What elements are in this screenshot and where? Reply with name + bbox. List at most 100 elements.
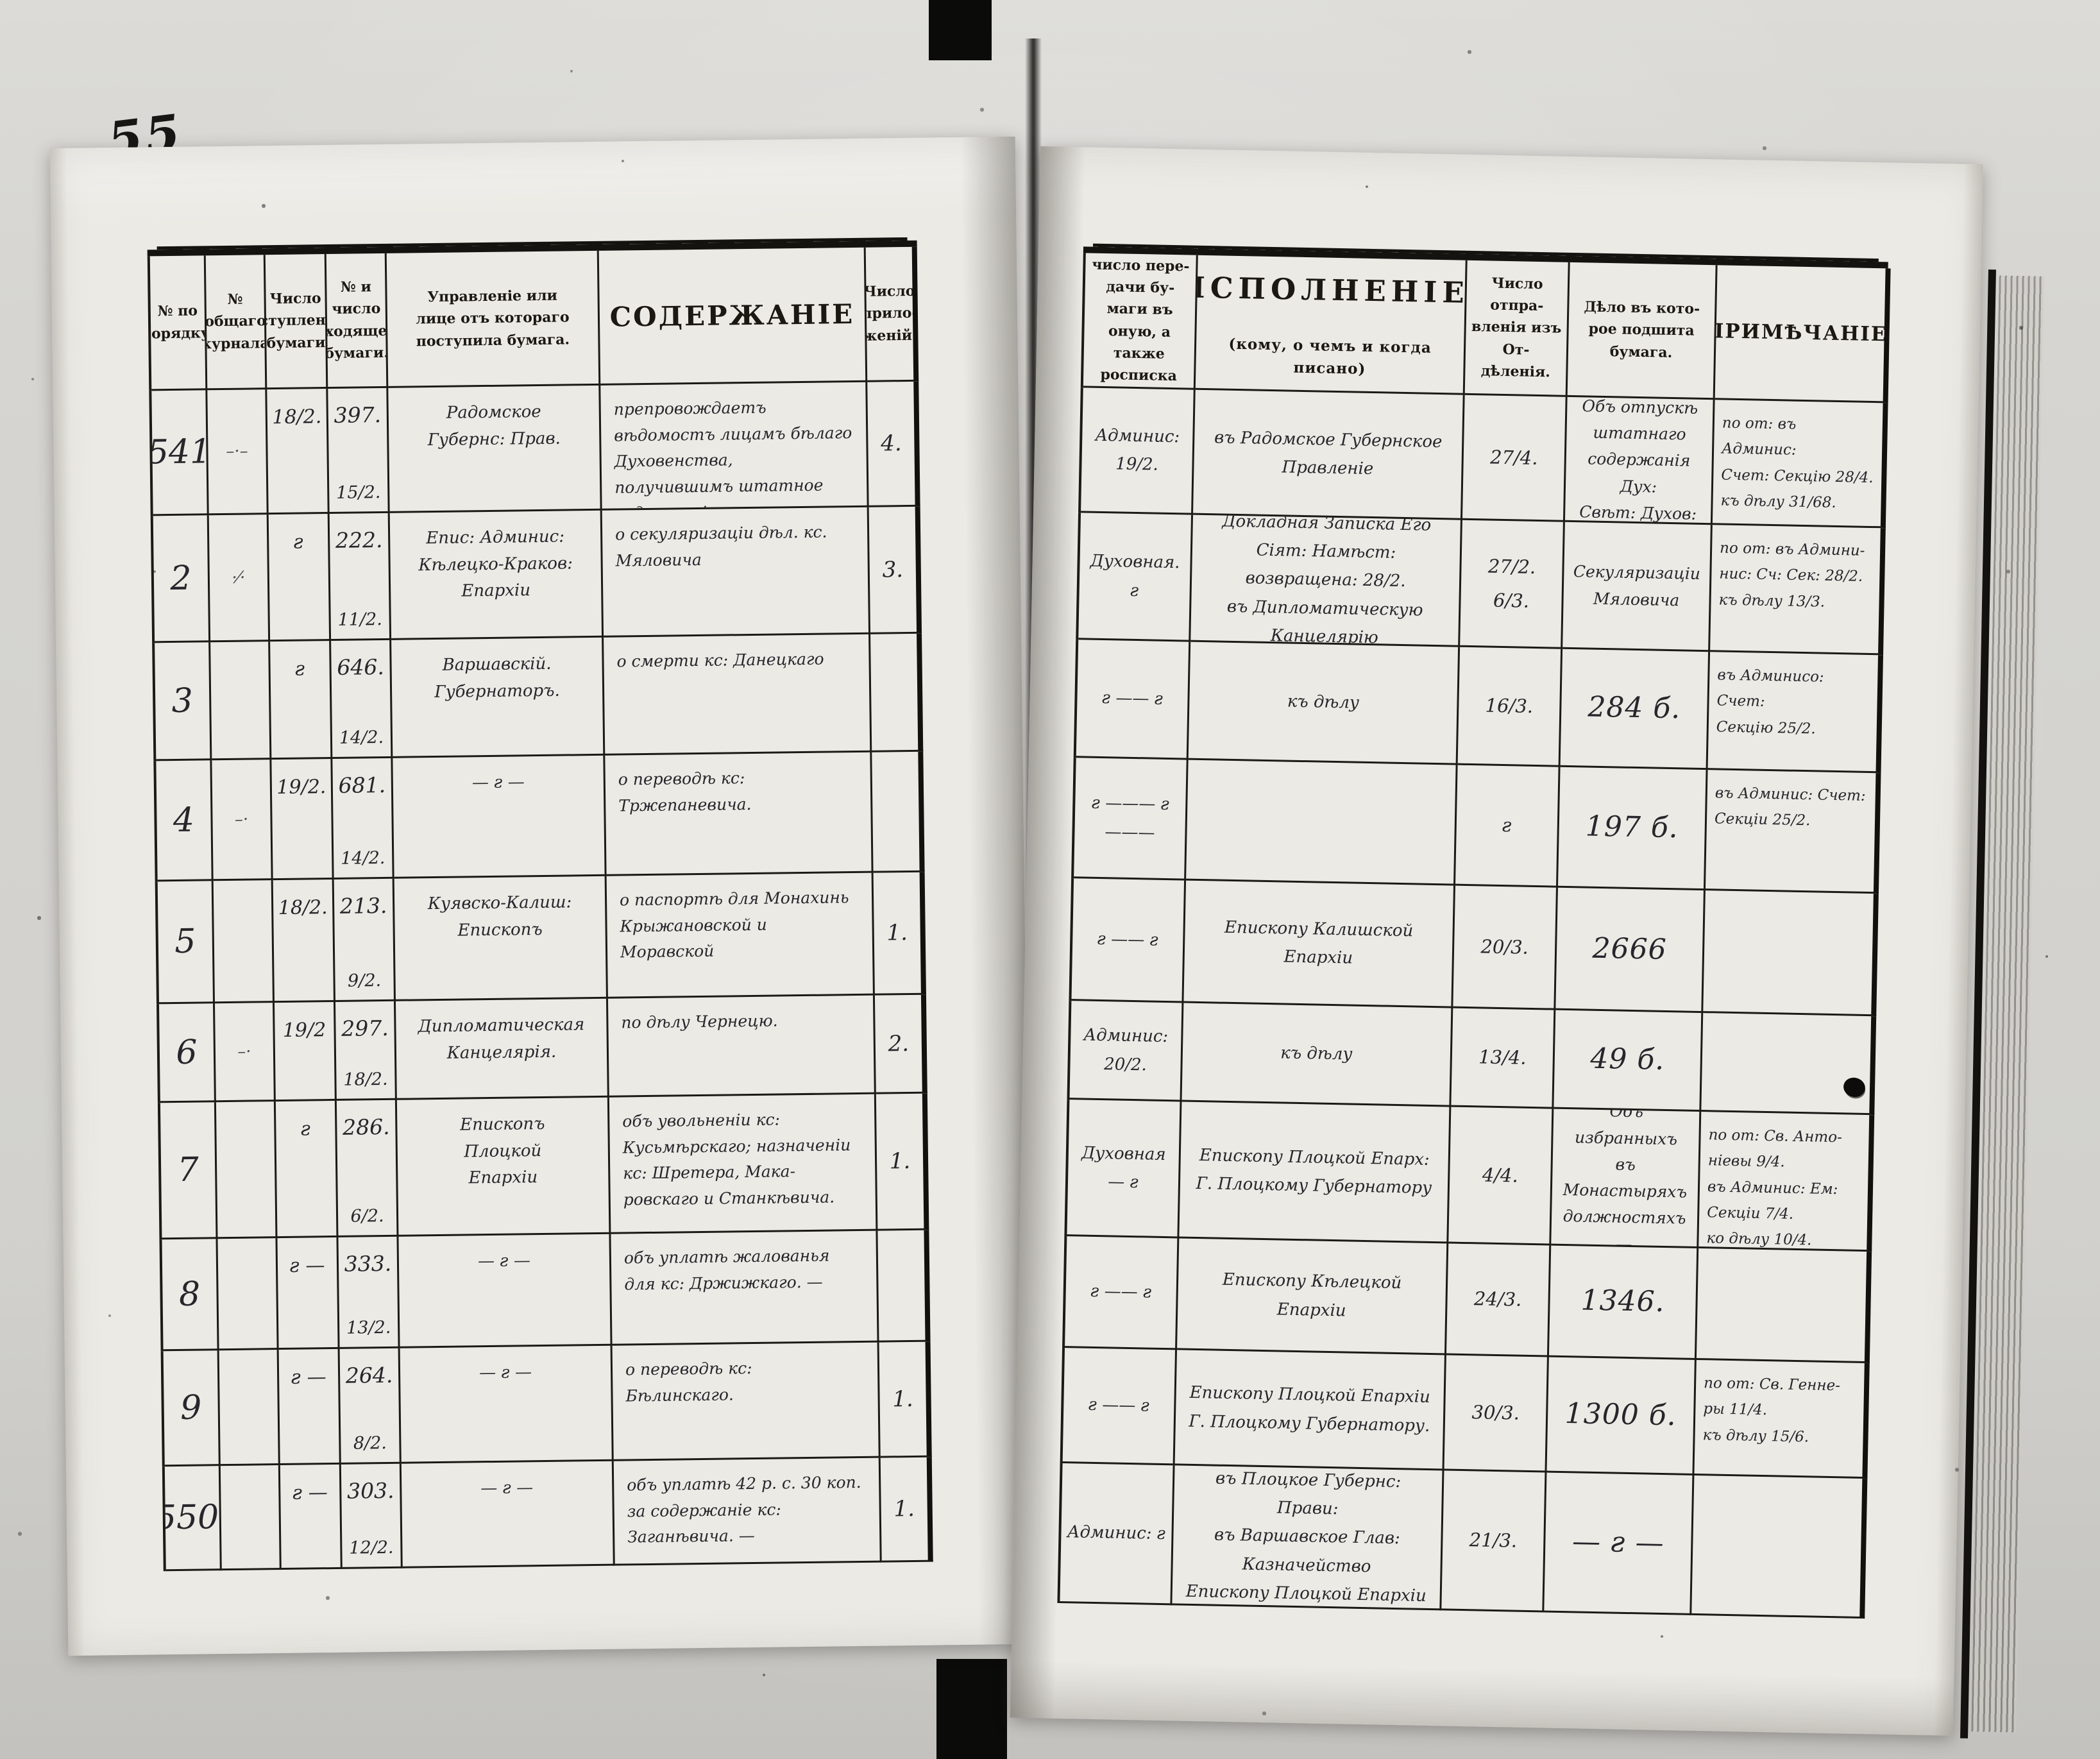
cell-remark: по от: Св. Генне­ры 11/4. къ дѣлу 15/6. bbox=[1694, 1359, 1870, 1479]
cell-journal-mark: –· bbox=[215, 1003, 276, 1103]
cell-date-received: 19/2. bbox=[271, 758, 334, 881]
cell-date-received: 18/2. bbox=[273, 879, 335, 1003]
cell-attachments: 4. bbox=[867, 381, 920, 507]
register-row: ƨ —— ƨ Епископу Калишской Епархіи 20/3. … bbox=[1069, 878, 1879, 1017]
cell-content: о смерти кс: Данецкаго bbox=[604, 634, 872, 756]
doc-number: 286. bbox=[342, 1114, 390, 1140]
cell-journal-mark bbox=[220, 1465, 282, 1571]
cell-attachments: 1. bbox=[876, 1093, 929, 1231]
cell-dispatch-date: 27/2. 6/3. bbox=[1460, 520, 1565, 649]
cell-sender: Дипломатическая Канцелярія. bbox=[395, 998, 609, 1100]
cell-date-received: 18/2. bbox=[267, 389, 330, 515]
cell-section: ƨ —— ƨ bbox=[1071, 878, 1187, 1003]
col-header-order-number: № по порядку. bbox=[149, 255, 208, 391]
cell-file: 49 б. bbox=[1554, 1010, 1704, 1112]
cell-order-number: 4 bbox=[156, 760, 214, 882]
doc-date: 18/2. bbox=[343, 1069, 388, 1090]
cell-file: Секуляризаціи Мяловича bbox=[1562, 522, 1713, 652]
cell-dispatch-date: 16/3. bbox=[1457, 647, 1563, 767]
cell-order-number: 550. bbox=[164, 1466, 222, 1572]
cell-remark: въ Админисо: Счет: Секцію 25/2. bbox=[1707, 652, 1884, 774]
cell-date-received: ƨ — bbox=[280, 1464, 343, 1570]
cell-sender: Куявско-Калиш: Епископъ bbox=[394, 876, 608, 1001]
cell-file: 1300 б. bbox=[1546, 1357, 1697, 1475]
cell-incoming-number: 646. 14/2. bbox=[331, 640, 393, 759]
book-fore-edge bbox=[1971, 275, 2044, 1733]
cell-incoming-number: 303. 12/2. bbox=[341, 1463, 403, 1569]
cell-order-number: 3 bbox=[155, 642, 212, 761]
cell-content: препровождаетъ вѣдомостъ лицамъ бѣлаго Д… bbox=[600, 382, 869, 511]
register-row: Админис: 20/2. къ дѣлу 13/4. 49 б. bbox=[1067, 1001, 1877, 1116]
cell-date-received: ƨ bbox=[268, 513, 332, 642]
register-row: 550. ƨ — 303. 12/2. — ƨ — объ уплатѣ 42 р… bbox=[162, 1457, 933, 1572]
cell-execution bbox=[1186, 760, 1458, 886]
register-row: ƨ —— ƨ Епископу Плоцкой Епархіи Г. Плоцк… bbox=[1060, 1347, 1870, 1479]
cell-journal-mark: –·– bbox=[207, 389, 269, 516]
cell-incoming-number: 264. 8/2. bbox=[339, 1348, 402, 1465]
register-row: 7 ƨ 286. 6/2. Епископъ Плоцкой Епархіи об… bbox=[157, 1093, 929, 1240]
left-page: № по порядку. № общаго журнала. Число вс… bbox=[49, 136, 1034, 1656]
register-row: Админис: 19/2. въ Радомское Губернское П… bbox=[1078, 387, 1888, 529]
cell-date-received: ƨ — bbox=[278, 1348, 341, 1466]
cell-remark bbox=[1691, 1475, 1868, 1619]
doc-number: 681. bbox=[338, 772, 386, 798]
cell-sender: Варшавскій. Губернаторъ. bbox=[391, 637, 605, 758]
cell-execution: Епископу Плоцкой Епархіи Г. Плоцкому Губ… bbox=[1174, 1350, 1446, 1471]
doc-date: 14/2. bbox=[340, 847, 385, 869]
cell-order-number: 2 bbox=[153, 515, 211, 643]
cell-section: Админис: 20/2. bbox=[1069, 1001, 1184, 1102]
cell-date-received: ƨ — bbox=[277, 1237, 340, 1350]
doc-date: 12/2. bbox=[349, 1537, 394, 1558]
cell-attachments: 1. bbox=[873, 872, 926, 996]
cell-remark: по от: въ Админис: Счет: Секцію 28/4. къ… bbox=[1712, 400, 1888, 529]
cell-incoming-number: 213. 9/2. bbox=[334, 878, 396, 1002]
cell-order-number: 541 bbox=[151, 390, 209, 516]
cell-content: о переводѣ кс: Тржепаневича. bbox=[605, 752, 874, 876]
cell-sender: Епис: Админис: Кѣлецко-Краков: Епархіи bbox=[389, 510, 604, 640]
cell-order-number: 9 bbox=[163, 1350, 221, 1467]
cell-dispatch-date: 20/3. bbox=[1453, 885, 1558, 1010]
col-header-attachments: Число прило- женій. bbox=[865, 246, 919, 382]
cell-section: Админис: ƨ bbox=[1060, 1463, 1175, 1606]
cell-section: Духовная. ƨ bbox=[1078, 513, 1194, 642]
register-row: ƨ —— ƨ Епископу Кѣлецкой Епархіи 24/3. 1… bbox=[1062, 1236, 1872, 1364]
doc-date: 15/2. bbox=[335, 482, 381, 503]
doc-number: 213. bbox=[339, 892, 387, 919]
doc-number: 222. bbox=[335, 527, 383, 553]
cell-content: объ увольненіи кс: Кусьмѣрскаго; назначе… bbox=[609, 1094, 878, 1234]
cell-content: объ уплатѣ 42 р. с. 30 коп. за со­держан… bbox=[613, 1457, 882, 1566]
cell-sender: — ƨ — bbox=[400, 1345, 614, 1464]
cell-journal-mark bbox=[219, 1350, 280, 1466]
cell-file: Объ избранныхъ въ Монастыряхъ должностях… bbox=[1551, 1109, 1702, 1249]
cell-remark bbox=[1701, 1013, 1877, 1116]
col-header-file: Дѣло въ кото- рое подшита бумага. bbox=[1567, 262, 1718, 400]
col-header-general-journal: № общаго журнала. bbox=[205, 255, 267, 391]
cell-remark: въ Админис: Счет: Секціи 25/2. bbox=[1705, 770, 1881, 894]
execution-register-table: Названіе Секціи и число пере­дачи бу­маг… bbox=[1057, 246, 1891, 1619]
cell-file: 1346. bbox=[1548, 1245, 1699, 1360]
incoming-register-table: № по порядку. № общаго журнала. Число вс… bbox=[147, 240, 933, 1572]
cell-attachments: 1. bbox=[880, 1457, 933, 1563]
cell-dispatch-date: 30/3. bbox=[1444, 1355, 1549, 1473]
cell-section: Админис: 19/2. bbox=[1081, 387, 1196, 515]
cell-execution: въ Плоцкое Губернс: Прави: въ Варшавское… bbox=[1172, 1465, 1444, 1611]
cell-dispatch-date: 21/3. bbox=[1441, 1470, 1547, 1613]
doc-number: 397. bbox=[334, 402, 382, 428]
register-row: 5 18/2. 213. 9/2. Куявско-Калиш: Епископъ… bbox=[155, 872, 926, 1005]
cell-date-received: 19/2 bbox=[274, 1001, 337, 1102]
cell-incoming-number: 286. 6/2. bbox=[336, 1100, 399, 1237]
cell-order-number: 6 bbox=[159, 1003, 216, 1103]
register-row: Духовная. ƨ Докладная Записка Его Сіят: … bbox=[1076, 513, 1886, 656]
execution-subtitle: (кому, о чемъ и когда писано) bbox=[1228, 335, 1432, 378]
register-row: 9 ƨ — 264. 8/2. — ƨ — о переводѣ кс: Бѣли… bbox=[160, 1341, 932, 1467]
cell-sender: Епископъ Плоцкой Епархіи bbox=[396, 1097, 611, 1237]
cell-file: 2666 bbox=[1555, 887, 1706, 1014]
cell-sender: — ƨ — bbox=[401, 1461, 615, 1568]
register-row: 8 ƨ — 333. 13/2. — ƨ — объ уплатѣ жалован… bbox=[159, 1230, 931, 1352]
right-header-row: Названіе Секціи и число пере­дачи бу­маг… bbox=[1080, 253, 1891, 404]
cell-incoming-number: 333. 13/2. bbox=[338, 1236, 400, 1349]
cell-content: о переводѣ кс: Бѣлинскаго. bbox=[612, 1342, 881, 1461]
cell-sender: — ƨ — bbox=[393, 755, 607, 879]
cell-execution: къ дѣлу bbox=[1181, 1003, 1453, 1107]
right-page: Названіе Секціи и число пере­дачи бу­маг… bbox=[1010, 146, 1983, 1736]
